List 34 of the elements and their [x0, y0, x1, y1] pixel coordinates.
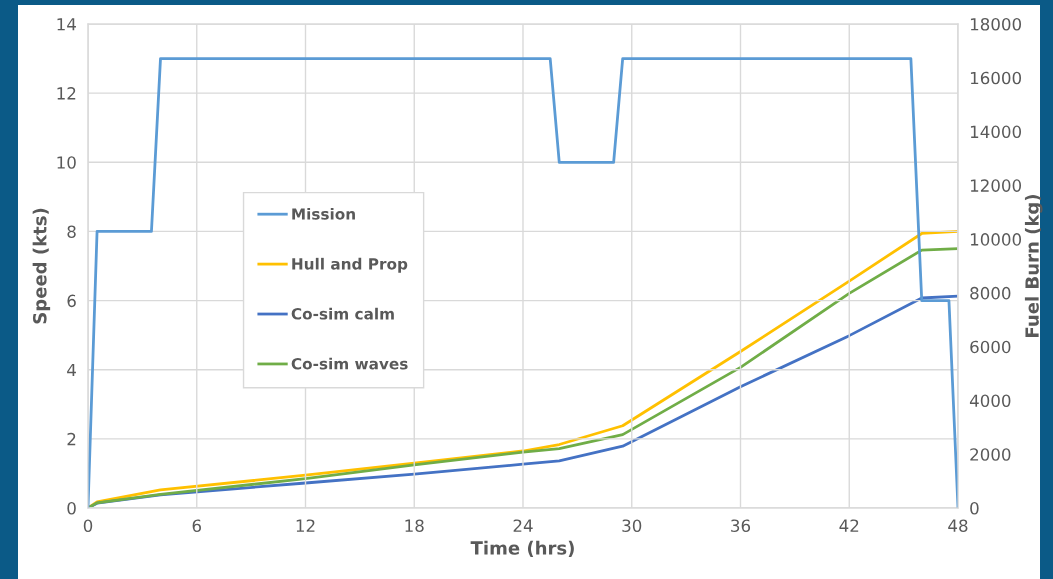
y2-tick-label: 2000	[970, 448, 1011, 461]
x-tick-label: 36	[731, 519, 751, 533]
y-tick-label: 6	[67, 294, 76, 308]
y-tick-label: 12	[57, 87, 76, 100]
x-tick-label: 0	[83, 519, 93, 533]
legend-label: Co-sim waves	[291, 357, 408, 370]
legend-label: Hull and Prop	[292, 257, 408, 273]
y-tick-label: 4	[67, 363, 76, 377]
x-axis-title: Time (hrs)	[470, 540, 574, 557]
x-tick-label: 48	[948, 519, 968, 533]
x-tick-label: 12	[296, 519, 315, 532]
y-tick-label: 14	[57, 18, 76, 31]
y-tick-label: 10	[57, 156, 76, 169]
y-tick-label: 0	[67, 501, 76, 515]
y2-axis-title: Fuel Burn (kg)	[1024, 195, 1043, 337]
y-tick-label: 8	[67, 225, 76, 238]
legend-label: Co-sim calm	[291, 307, 394, 320]
y2-tick-label: 16000	[970, 71, 1022, 85]
y2-tick-label: 4000	[969, 394, 1011, 408]
x-tick-label: 18	[405, 519, 424, 533]
y-axis-title: Speed (kts)	[32, 208, 51, 324]
y2-tick-label: 12000	[970, 179, 1022, 192]
y2-tick-label: 10000	[970, 233, 1022, 246]
y-tick-label: 2	[67, 432, 76, 446]
legend-label: Mission	[292, 207, 355, 220]
y2-tick-label: 18000	[970, 17, 1022, 31]
y2-tick-label: 6000	[970, 340, 1011, 354]
x-tick-label: 42	[839, 519, 859, 532]
y2-tick-label: 0	[970, 501, 979, 515]
y2-tick-label: 8000	[970, 286, 1011, 300]
x-tick-label: 6	[192, 519, 201, 533]
x-tick-label: 24	[513, 519, 533, 532]
x-tick-label: 30	[622, 519, 642, 533]
y2-tick-label: 14000	[970, 125, 1022, 139]
